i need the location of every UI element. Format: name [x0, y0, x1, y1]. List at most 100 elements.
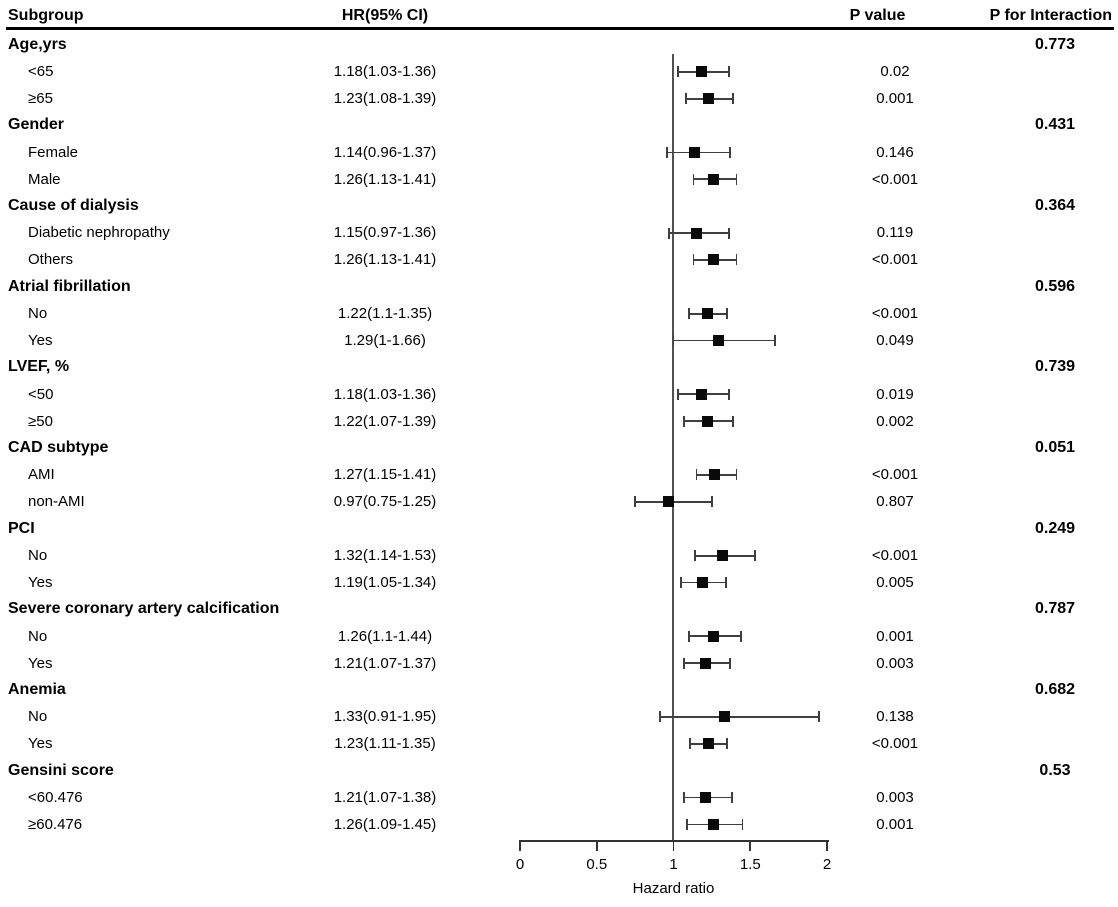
hr-ci-value: 1.22(1.1-1.35)	[337, 305, 433, 323]
ci-cap-right	[753, 550, 756, 562]
row-label: <60.476	[28, 788, 83, 806]
ci-cap-right	[726, 308, 729, 320]
ci-cap-left	[677, 66, 679, 78]
group-row: LVEF, % 0.739	[0, 354, 1118, 381]
p-interaction-value: 0.53	[1039, 761, 1071, 779]
hr-ci-value: 1.19(1.05-1.34)	[333, 573, 437, 591]
ci-cap-left	[672, 335, 675, 347]
subgroup-row: Male 1.26(1.13-1.41) <0.001	[0, 166, 1118, 193]
subgroup-row: Yes 1.21(1.07-1.37) 0.003	[0, 650, 1118, 677]
ci-cap-right	[726, 738, 729, 750]
subgroup-row: ≥65 1.23(1.08-1.39) 0.001	[0, 85, 1118, 112]
p-value: 0.001	[876, 815, 914, 833]
group-row: PCI 0.249	[0, 515, 1118, 542]
group-row: Gensini score 0.53	[0, 757, 1118, 784]
point-estimate-marker	[707, 630, 719, 642]
row-label: non-AMI	[28, 493, 85, 511]
ci-cap-left	[667, 227, 670, 239]
row-label: No	[28, 708, 48, 726]
subgroup-row: Yes 1.23(1.11-1.35) <0.001	[0, 730, 1118, 757]
p-interaction-value: 0.364	[1034, 197, 1076, 215]
group-label: Age,yrs	[8, 35, 67, 53]
hr-ci-value: 1.33(0.91-1.95)	[333, 708, 437, 726]
ci-cap-right	[732, 93, 735, 105]
row-label: AMI	[28, 466, 55, 484]
group-row: Gender 0.431	[0, 112, 1118, 139]
hr-ci-value: 1.26(1.09-1.45)	[333, 815, 437, 833]
group-label: PCI	[8, 519, 35, 537]
ci-cap-left	[692, 254, 695, 266]
hr-ci-value: 1.14(0.96-1.37)	[333, 143, 437, 161]
p-value: <0.001	[871, 251, 919, 269]
subgroup-row: Others 1.26(1.13-1.41) <0.001	[0, 246, 1118, 273]
row-label: No	[28, 305, 48, 323]
subgroup-row: non-AMI 0.97(0.75-1.25) 0.807	[0, 488, 1118, 515]
p-interaction-value: 0.051	[1034, 439, 1076, 457]
p-interaction-value: 0.773	[1034, 35, 1076, 53]
row-label: No	[28, 547, 48, 565]
p-value: 0.807	[876, 493, 914, 511]
p-interaction-value: 0.596	[1034, 277, 1076, 295]
p-interaction-value: 0.739	[1034, 358, 1076, 376]
col-header-hr-ci: HR(95% CI)	[341, 7, 429, 24]
hr-ci-value: 1.21(1.07-1.37)	[333, 654, 437, 672]
group-row: CAD subtype 0.051	[0, 435, 1118, 462]
ci-cap-left	[634, 496, 637, 508]
subgroup-row: Yes 1.19(1.05-1.34) 0.005	[0, 569, 1118, 596]
x-axis-tick	[519, 840, 521, 851]
x-axis-tick-label: 0.5	[586, 856, 608, 873]
p-value: <0.001	[871, 466, 919, 484]
point-estimate-marker	[697, 577, 709, 588]
hr-ci-value: 1.22(1.07-1.39)	[333, 412, 437, 430]
point-estimate-marker	[717, 550, 729, 562]
point-estimate-marker	[709, 469, 721, 481]
ci-cap-left	[686, 818, 689, 830]
x-axis-tick	[672, 840, 675, 851]
ci-cap-left	[683, 415, 686, 427]
row-label: Male	[28, 170, 61, 188]
p-value: <0.001	[871, 170, 919, 188]
row-label: Diabetic nephropathy	[28, 224, 170, 242]
ci-cap-right	[727, 388, 730, 400]
x-axis-tick	[826, 840, 828, 851]
ci-cap-left	[683, 792, 686, 804]
p-value: 0.146	[876, 143, 914, 161]
group-row: Atrial fibrillation 0.596	[0, 273, 1118, 300]
point-estimate-marker	[712, 335, 724, 347]
group-label: LVEF, %	[8, 358, 70, 376]
ci-cap-right	[735, 469, 738, 481]
hr-ci-value: 1.26(1.13-1.41)	[333, 170, 437, 188]
ci-cap-right	[773, 335, 776, 347]
ci-line	[673, 339, 775, 342]
p-value: 0.02	[880, 63, 910, 81]
ci-cap-left	[687, 308, 690, 320]
ci-cap-right	[729, 146, 732, 158]
point-estimate-marker	[707, 173, 719, 185]
subgroup-row: ≥50 1.22(1.07-1.39) 0.002	[0, 408, 1118, 435]
subgroup-row: ≥60.476 1.26(1.09-1.45) 0.001	[0, 811, 1118, 838]
ci-cap-right	[729, 657, 732, 669]
p-interaction-value: 0.682	[1034, 680, 1076, 698]
p-value: 0.003	[876, 654, 914, 672]
ci-cap-right	[724, 577, 727, 588]
ci-cap-right	[818, 711, 821, 723]
p-value: 0.138	[876, 708, 914, 726]
group-row: Cause of dialysis 0.364	[0, 193, 1118, 220]
p-value: <0.001	[871, 547, 919, 565]
ci-cap-right	[730, 792, 733, 804]
row-label: ≥65	[28, 90, 53, 108]
hr-ci-value: 1.18(1.03-1.36)	[333, 63, 437, 81]
ci-cap-right	[710, 496, 713, 508]
col-header-subgroup: Subgroup	[8, 7, 84, 24]
row-label: Yes	[28, 735, 53, 753]
hr-ci-value: 1.23(1.08-1.39)	[333, 90, 437, 108]
p-value: 0.001	[876, 90, 914, 108]
p-value: <0.001	[871, 735, 919, 753]
p-interaction-value: 0.431	[1034, 116, 1076, 134]
ci-cap-left	[694, 550, 696, 562]
p-interaction-value: 0.249	[1034, 519, 1076, 537]
group-label: Anemia	[8, 680, 66, 698]
point-estimate-marker	[695, 66, 707, 78]
ci-cap-left	[692, 173, 695, 185]
